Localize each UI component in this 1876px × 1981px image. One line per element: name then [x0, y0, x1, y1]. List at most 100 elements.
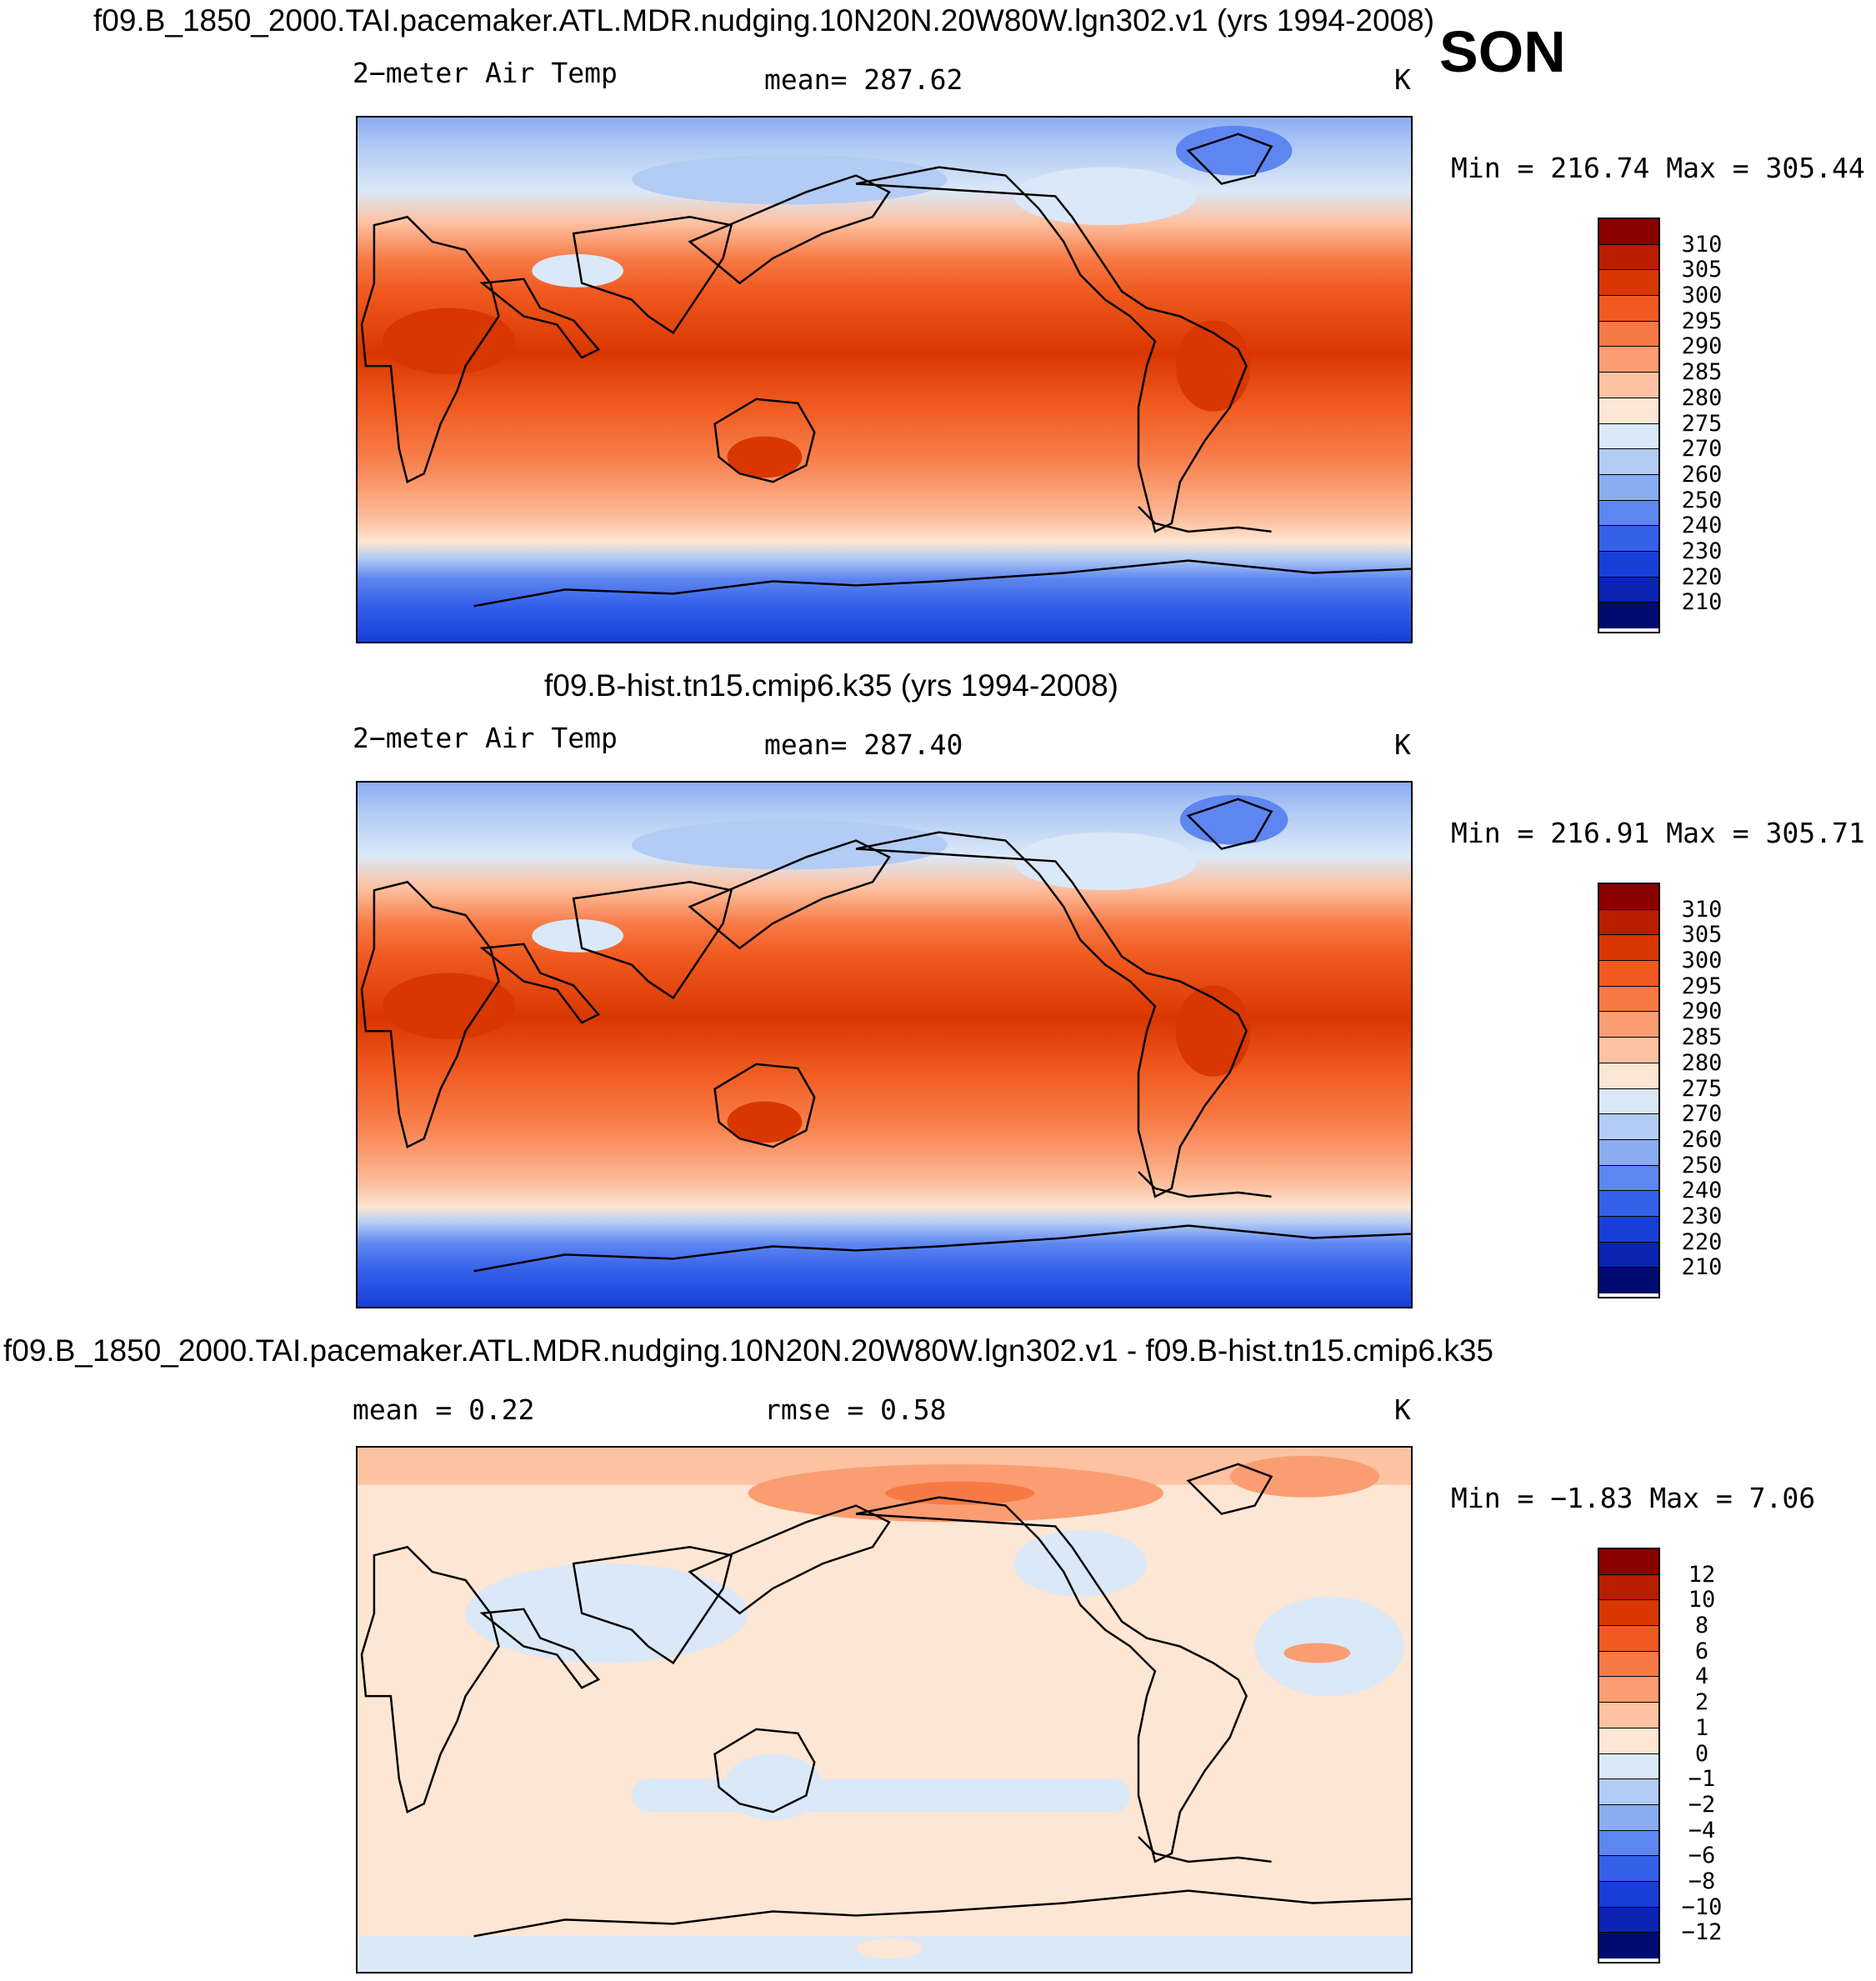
colorbar-cell — [1599, 1268, 1658, 1293]
colorbar-cell — [1599, 1600, 1658, 1627]
colorbar-cell — [1599, 500, 1658, 527]
colorbar-tick-label: 290 — [1681, 333, 1723, 360]
colorbar-tick-label: 210 — [1681, 1254, 1723, 1281]
colorbar-tick-label: −1 — [1688, 1766, 1716, 1793]
colorbar-tick-label: 10 — [1688, 1587, 1716, 1613]
colorbar-tick-label: 270 — [1681, 1101, 1723, 1128]
colorbar-tick-label: 240 — [1681, 1178, 1723, 1204]
colorbar-tick-label: −10 — [1681, 1893, 1723, 1920]
panel2-variable-label: 2−meter Air Temp — [353, 722, 618, 754]
panel3-minmax: Min = −1.83 Max = 7.06 — [1451, 1482, 1816, 1514]
colorbar-cell — [1599, 1856, 1658, 1882]
panel1-map-svg — [358, 118, 1411, 642]
panel1-units: K — [1394, 63, 1411, 96]
colorbar-cell — [1599, 270, 1658, 297]
colorbar-tick-label: 4 — [1694, 1663, 1709, 1690]
colorbar-tick-label: 290 — [1681, 998, 1723, 1025]
colorbar-tick-label: 285 — [1681, 1024, 1723, 1051]
colorbar-cell — [1599, 347, 1658, 373]
panel3-title: f09.B_1850_2000.TAI.pacemaker.ATL.MDR.nu… — [3, 1333, 1493, 1368]
colorbar-tick-label: 305 — [1681, 257, 1723, 283]
colorbar-tick-label: 250 — [1681, 487, 1723, 513]
colorbar-tick-label: −8 — [1688, 1868, 1716, 1894]
colorbar-cell — [1599, 1139, 1658, 1166]
colorbar-cell — [1599, 1574, 1658, 1601]
colorbar-cell — [1599, 1779, 1658, 1805]
colorbar-tick-label: 250 — [1681, 1152, 1723, 1178]
panel3-mean-label: mean = 0.22 — [353, 1393, 535, 1426]
colorbar-tick-label: 230 — [1681, 1203, 1723, 1229]
colorbar-cell — [1599, 373, 1658, 398]
panel1-map — [356, 116, 1413, 643]
colorbar-cell — [1599, 474, 1658, 501]
season-label: SON — [1439, 19, 1566, 84]
panel2-minmax: Min = 216.91 Max = 305.71 — [1451, 817, 1865, 849]
colorbar-cell — [1599, 1881, 1658, 1908]
colorbar-cell — [1599, 1933, 1658, 1958]
colorbar-tick-label: 240 — [1681, 513, 1723, 539]
panel1-mean-label: mean= 287.62 — [764, 63, 963, 96]
colorbar-cell — [1599, 423, 1658, 450]
colorbar-cell — [1599, 1114, 1658, 1140]
colorbar-cell — [1599, 1242, 1658, 1268]
colorbar-cell — [1599, 1063, 1658, 1089]
colorbar-cell — [1599, 1728, 1658, 1754]
colorbar-tick-label: 1 — [1694, 1714, 1709, 1741]
colorbar-tick-label: 2 — [1694, 1689, 1709, 1716]
colorbar-cell — [1599, 1651, 1658, 1678]
panel2-colorbar — [1598, 883, 1660, 1298]
colorbar-cell — [1599, 986, 1658, 1013]
colorbar-tick-label: 220 — [1681, 563, 1723, 590]
panel2-map — [356, 781, 1413, 1308]
colorbar-cell — [1599, 1216, 1658, 1243]
colorbar-cell — [1599, 321, 1658, 348]
colorbar-tick-label: −4 — [1688, 1817, 1716, 1843]
colorbar-cell — [1599, 961, 1658, 987]
colorbar-cell — [1599, 884, 1658, 910]
panel3-units: K — [1394, 1393, 1411, 1426]
colorbar-tick-label: 0 — [1694, 1740, 1709, 1767]
colorbar-tick-label: −12 — [1681, 1919, 1723, 1946]
colorbar-cell — [1599, 244, 1658, 271]
colorbar-cell — [1599, 449, 1658, 475]
panel3-colorbar — [1598, 1548, 1660, 1963]
colorbar-cell — [1599, 1549, 1658, 1575]
colorbar-tick-label: −2 — [1688, 1791, 1716, 1818]
panel2-map-svg — [358, 783, 1411, 1307]
panel1-colorbar — [1598, 218, 1660, 633]
colorbar-cell — [1599, 551, 1658, 578]
colorbar-cell — [1599, 935, 1658, 962]
colorbar-cell — [1599, 1907, 1658, 1933]
colorbar-cell — [1599, 296, 1658, 322]
colorbar-tick-label: 300 — [1681, 283, 1723, 309]
panel3-rmse-label: rmse = 0.58 — [764, 1393, 947, 1426]
colorbar-cell — [1599, 1626, 1658, 1652]
panel3-map-svg — [358, 1448, 1411, 1972]
colorbar-tick-label: 310 — [1681, 896, 1723, 923]
panel2-units: K — [1394, 728, 1411, 761]
colorbar-tick-label: 220 — [1681, 1228, 1723, 1255]
colorbar-cell — [1599, 1830, 1658, 1857]
panel2-title: f09.B-hist.tn15.cmip6.k35 (yrs 1994-2008… — [544, 668, 1118, 703]
colorbar-cell — [1599, 398, 1658, 424]
colorbar-tick-label: 8 — [1694, 1613, 1709, 1639]
colorbar-tick-label: 270 — [1681, 436, 1723, 463]
colorbar-tick-label: 285 — [1681, 359, 1723, 386]
colorbar-cell — [1599, 577, 1658, 603]
panel2-mean-label: mean= 287.40 — [764, 728, 963, 761]
colorbar-cell — [1599, 1703, 1658, 1728]
colorbar-cell — [1599, 909, 1658, 936]
panel1-minmax: Min = 216.74 Max = 305.44 — [1451, 152, 1865, 184]
colorbar-cell — [1599, 1191, 1658, 1217]
colorbar-tick-label: 310 — [1681, 231, 1723, 258]
colorbar-tick-label: 275 — [1681, 1075, 1723, 1102]
colorbar-cell — [1599, 526, 1658, 552]
colorbar-tick-label: 300 — [1681, 948, 1723, 974]
colorbar-tick-label: 275 — [1681, 410, 1723, 437]
colorbar-cell — [1599, 603, 1658, 628]
colorbar-cell — [1599, 1677, 1658, 1703]
colorbar-tick-label: 295 — [1681, 973, 1723, 999]
colorbar-tick-label: 210 — [1681, 589, 1723, 616]
colorbar-cell — [1599, 1165, 1658, 1192]
colorbar-tick-label: 6 — [1694, 1638, 1709, 1664]
